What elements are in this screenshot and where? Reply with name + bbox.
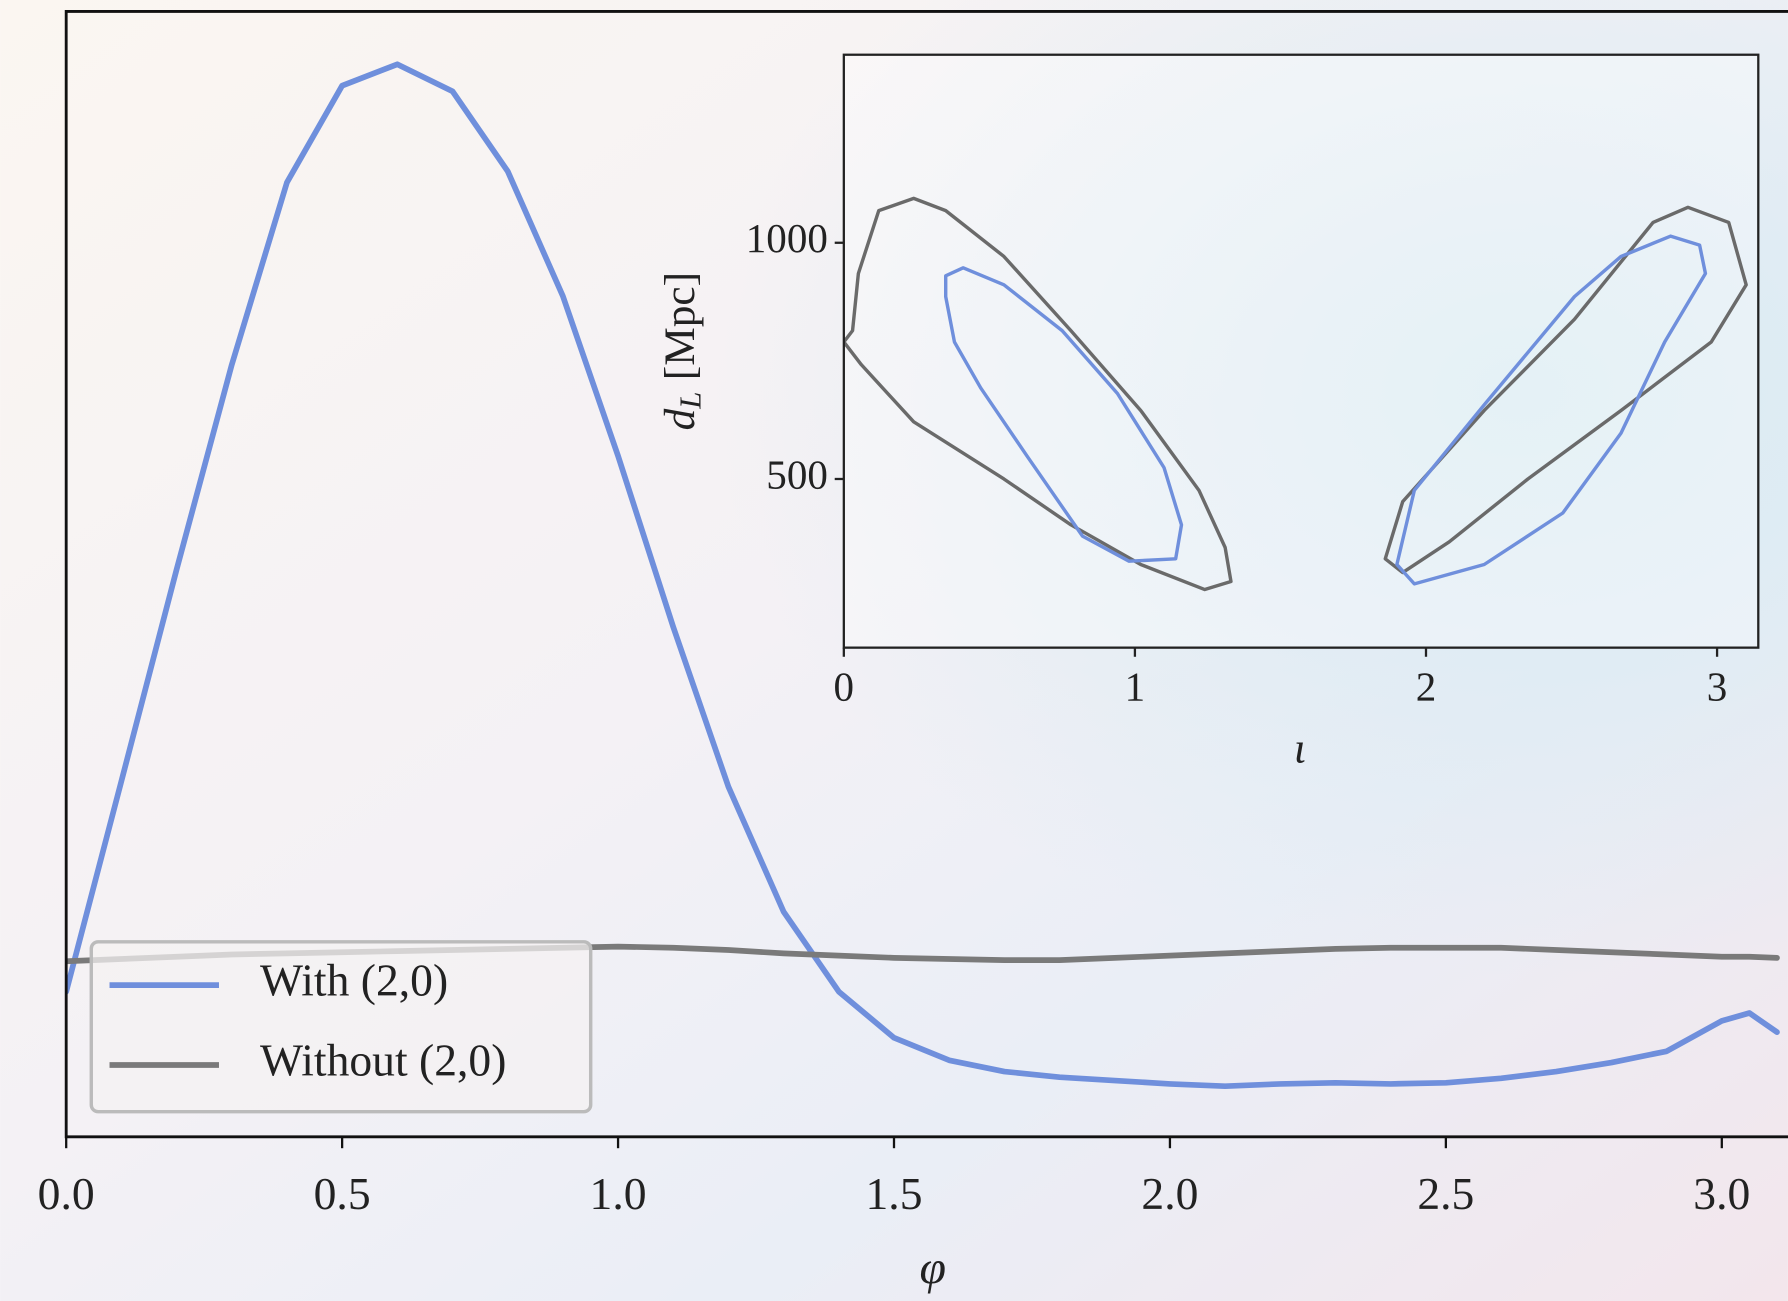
contour: [843, 196, 1233, 592]
inset-y-tick-label: 500: [766, 451, 828, 497]
ylabel-symbol: d: [656, 408, 704, 430]
legend-label: With (2,0): [260, 955, 448, 1006]
axes-frame: [64, 9, 1788, 1139]
inset-plot: 0 1 2 3 500 1000 ι dL [Mpc]: [656, 53, 1760, 772]
inset-x-tick-label: 1: [1125, 663, 1146, 709]
inset-y-tick-label: 1000: [746, 215, 828, 261]
x-tick-label: 2.0: [1141, 1168, 1198, 1219]
inset-plot-area: [843, 196, 1748, 592]
legend: With (2,0) Without (2,0): [89, 940, 593, 1114]
x-tick-label: 1.0: [590, 1168, 647, 1219]
contour: [1383, 205, 1748, 575]
inset-x-tick-label: 2: [1416, 663, 1437, 709]
x-tick-label: 1.5: [865, 1168, 922, 1219]
ylabel-subscript: L: [673, 392, 707, 410]
ylabel-unit: [Mpc]: [656, 272, 704, 380]
inset-background: [843, 54, 1759, 648]
legend-label: Without (2,0): [260, 1034, 506, 1085]
x-tick-label: 3.0: [1693, 1168, 1750, 1219]
x-axis-label: φ: [920, 1241, 947, 1294]
inset-x-tick-label: 3: [1707, 663, 1728, 709]
series-line: [66, 61, 1780, 1090]
contour: [1395, 234, 1708, 586]
x-tick-label: 0.5: [314, 1168, 371, 1219]
inset-frame: [842, 53, 1760, 649]
main-plot: 0.0 0.5 1.0 1.5 2.0 2.5 3.0 φ With (2,0) Without …: [38, 9, 1788, 1294]
inset-x-tick-label: 0: [834, 663, 855, 709]
inset-y-axis-label: dL [Mpc]: [656, 272, 707, 430]
x-tick-label: 2.5: [1417, 1168, 1474, 1219]
inset-x-axis-label: ι: [1294, 724, 1306, 772]
x-tick-label: 0.0: [38, 1168, 95, 1219]
contour: [943, 266, 1184, 563]
